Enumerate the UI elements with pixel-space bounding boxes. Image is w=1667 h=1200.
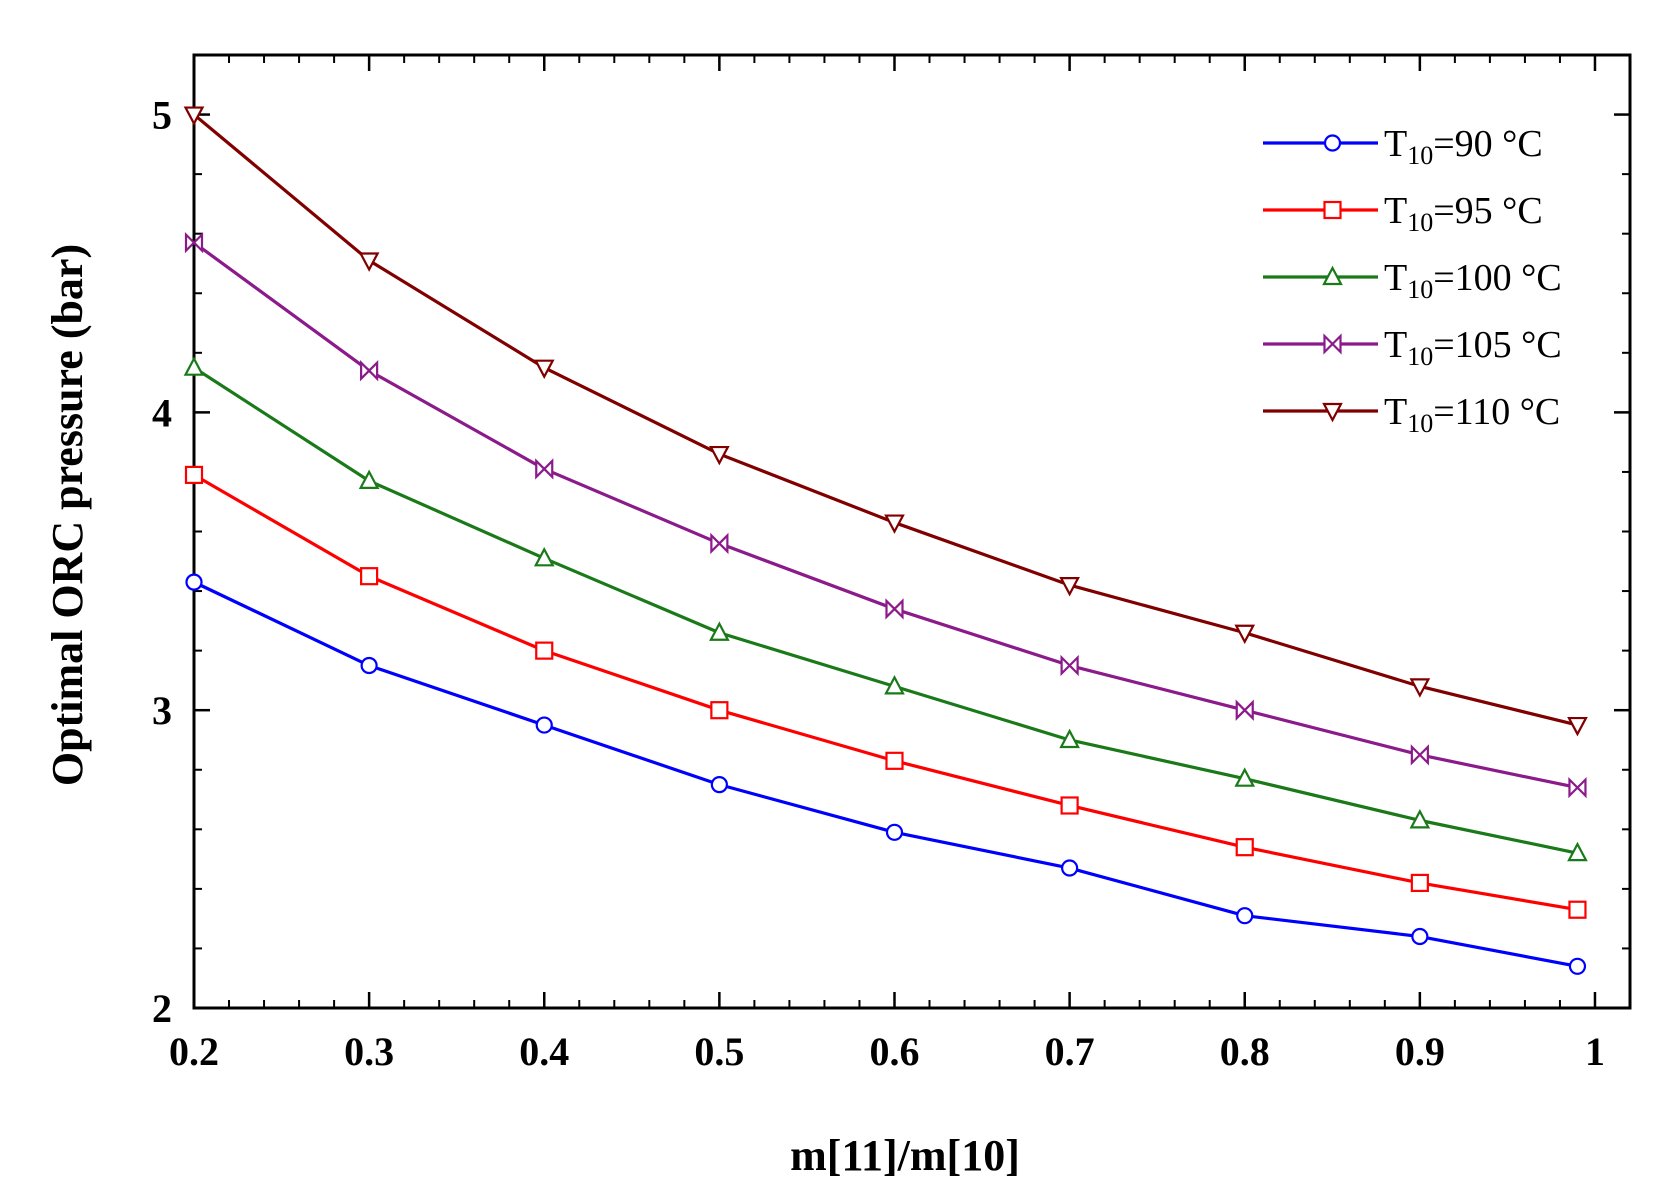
x-tick-label: 0.7 [1045, 1029, 1095, 1074]
x-tick-label: 0.5 [694, 1029, 744, 1074]
legend-label: T10=100 °C [1384, 257, 1562, 304]
legend-item: T10=110 °C [1263, 391, 1560, 438]
legend-marker [1323, 134, 1342, 152]
legend: T10=90 °C T10=95 °C T10=100 °C T10=105 °C T1… [1263, 123, 1562, 438]
x-tick-label: 0.8 [1220, 1029, 1270, 1074]
x-tick-label: 0.3 [344, 1029, 394, 1074]
legend-item: T10=100 °C [1263, 257, 1562, 304]
data-point [1567, 841, 1588, 862]
data-point [710, 701, 729, 720]
series-1 [185, 573, 1587, 975]
data-point [535, 716, 553, 734]
legend-marker [1322, 402, 1343, 423]
series-layer [183, 106, 1588, 975]
data-point [1409, 809, 1431, 829]
series-line [193, 580, 1578, 968]
data-point [1235, 838, 1254, 857]
data-point [1059, 577, 1080, 597]
series-2 [184, 465, 1587, 919]
data-point [1061, 859, 1079, 877]
data-point [360, 360, 379, 382]
data-point [1568, 776, 1587, 799]
data-point [1234, 624, 1256, 645]
data-point [183, 106, 205, 126]
legend-item: T10=105 °C [1263, 324, 1562, 371]
legend-label: T10=90 °C [1384, 123, 1543, 170]
legend-item: T10=90 °C [1263, 123, 1543, 170]
data-point [1059, 728, 1080, 749]
legend-marker [1322, 265, 1343, 286]
data-point [1060, 654, 1079, 677]
data-point [709, 621, 730, 641]
y-tick-label: 3 [152, 688, 172, 733]
axis-ticks: 0.2 0.3 0.4 0.5 0.6 0.7 0.8 0.9 1 2 3 4 5 [152, 54, 1631, 1074]
data-point [710, 776, 728, 794]
data-point [1236, 907, 1254, 925]
data-point [710, 532, 729, 555]
data-point [885, 823, 904, 841]
data-point [1409, 678, 1431, 698]
data-point [535, 641, 554, 660]
x-tick-label: 1 [1585, 1029, 1605, 1074]
data-point [884, 514, 905, 534]
legend-marker [1323, 333, 1342, 355]
data-point [533, 359, 555, 380]
data-point [185, 573, 203, 591]
data-point [1568, 957, 1587, 975]
legend-label: T10=95 °C [1384, 190, 1543, 237]
data-point [1410, 744, 1429, 766]
x-axis-title: m[11]/m[10] [790, 1131, 1020, 1180]
series-5 [183, 106, 1588, 737]
data-point [885, 751, 904, 770]
data-point [533, 546, 555, 567]
plot-area [192, 53, 1632, 1010]
plot-border [192, 53, 1632, 1010]
data-point [1568, 900, 1587, 919]
legend-label: T10=105 °C [1384, 324, 1562, 371]
legend-label: T10=110 °C [1384, 391, 1560, 438]
data-point [1567, 716, 1588, 737]
x-tick-label: 0.9 [1395, 1029, 1445, 1074]
series-3 [183, 356, 1588, 862]
y-axis-title: Optimal ORC pressure (bar) [43, 244, 92, 786]
data-point [1235, 699, 1254, 721]
series-4 [184, 231, 1587, 799]
data-point [360, 656, 378, 675]
data-point [1234, 767, 1256, 787]
y-tick-label: 5 [152, 93, 172, 138]
data-point [1060, 796, 1079, 815]
y-tick-label: 4 [152, 390, 172, 435]
x-tick-label: 0.2 [169, 1029, 219, 1074]
series-line [192, 113, 1578, 727]
data-point [709, 445, 730, 466]
data-point [885, 598, 904, 620]
data-point [1411, 927, 1429, 946]
legend-marker [1323, 200, 1342, 220]
data-point [358, 252, 380, 272]
data-point [183, 356, 205, 376]
x-tick-label: 0.6 [869, 1029, 919, 1074]
data-point [535, 458, 554, 480]
legend-item: T10=95 °C [1263, 190, 1543, 237]
y-tick-label: 2 [152, 986, 172, 1031]
data-point [360, 567, 379, 586]
data-point [184, 465, 204, 485]
x-tick-label: 0.4 [519, 1029, 569, 1074]
data-point [1410, 873, 1429, 893]
data-point [184, 231, 204, 254]
data-point [358, 469, 380, 489]
data-point [884, 675, 905, 695]
